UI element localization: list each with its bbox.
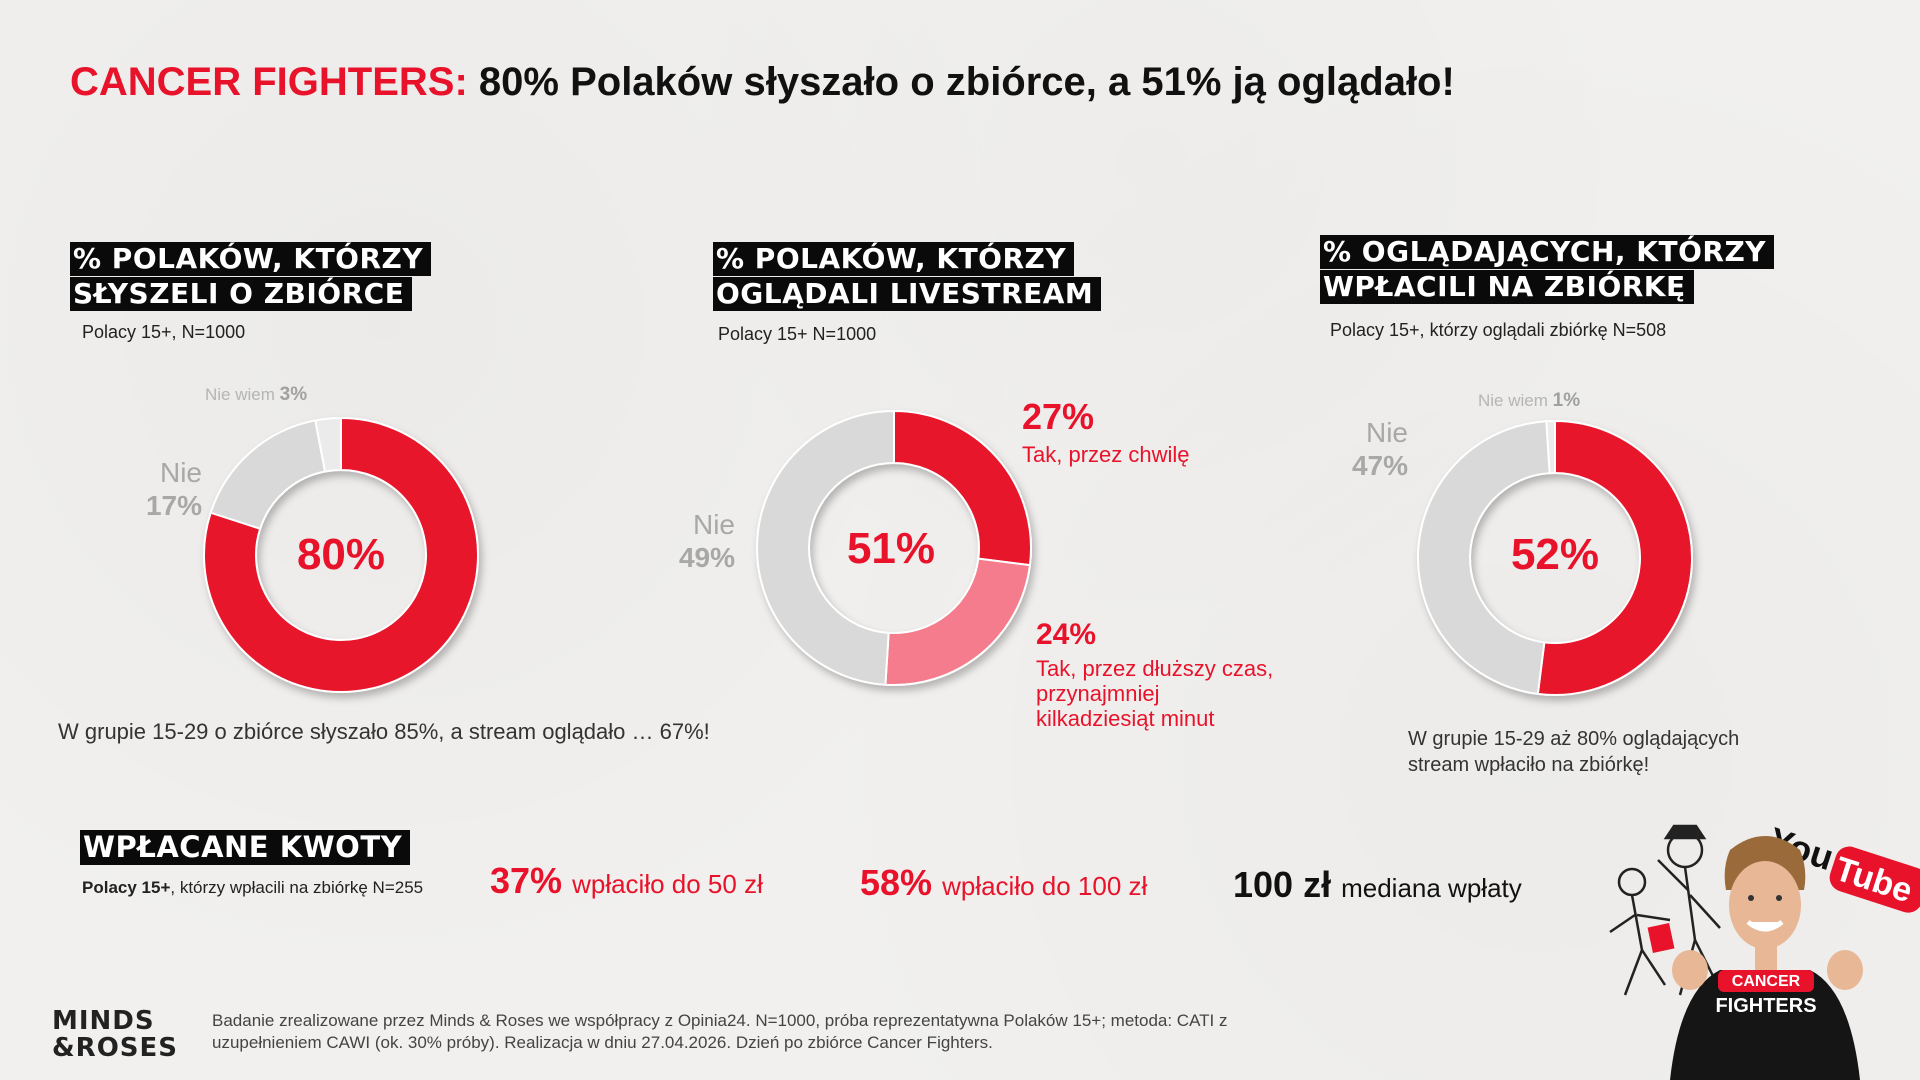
chart2-heading: % POLAKÓW, KTÓRZY OGLĄDALI LIVESTREAM [713, 241, 1133, 311]
chart2-subtitle: Polacy 15+ N=1000 [718, 324, 877, 344]
donut-slice [1417, 420, 1551, 696]
chart3-heading: % OGLĄDAJĄCYCH, KTÓRZY WPŁACILI NA ZBIÓR… [1320, 234, 1780, 304]
donut-slice [203, 416, 479, 693]
chart1-center-value: 80% [296, 530, 386, 579]
chart3-subtitle: Polacy 15+, którzy oglądali zbiórkę N=50… [1330, 320, 1667, 340]
person-photo [1670, 836, 1863, 1080]
chart3-note: W grupie 15-29 aż 80% oglądających strea… [1408, 728, 1740, 776]
donut-slice [1545, 419, 1556, 475]
doodle-red-box [1647, 922, 1675, 954]
chart3-center-value: 52% [1510, 530, 1600, 579]
page-title: CANCER FIGHTERS: 80% Polaków słyszało o … [70, 60, 1455, 105]
chart2-label-b-pct: 24% [1036, 618, 1097, 651]
stick-figures-doodle [1609, 824, 1722, 996]
donut-slice [884, 557, 1032, 686]
footer-methodology: Badanie zrealizowane przez Minds & Roses… [212, 1011, 1228, 1052]
chart2-donut [756, 409, 1032, 686]
donut-slice [314, 416, 342, 473]
amount-stat-1: 37% wpłaciło do 50 zł [490, 860, 763, 901]
donut-slice [893, 409, 1032, 567]
shirt-logo: CANCER FIGHTERS [1715, 970, 1817, 1017]
svg-text:FIGHTERS: FIGHTERS [1715, 995, 1816, 1017]
title-brand: CANCER FIGHTERS: [70, 60, 468, 104]
chart3-label-no: Nie 47% [1351, 417, 1408, 481]
amounts-heading: WPŁACANE KWOTY [80, 830, 411, 865]
minds-roses-logo: MINDS &ROSES [52, 1006, 179, 1063]
amounts-subtitle: Polacy 15+, którzy wpłacili na zbiórkę N… [82, 878, 424, 897]
chart1-donut [203, 416, 479, 693]
chart2-label-a-text: Tak, przez chwilę [1022, 442, 1190, 467]
chart2-label-b-text: Tak, przez dłuższy czas, przynajmniej ki… [1036, 656, 1274, 731]
donut-slice [209, 419, 327, 530]
chart1-label-no: Nie 17% [145, 457, 202, 521]
amount-stat-2: 58% wpłaciło do 100 zł [860, 862, 1148, 903]
chart1-note: W grupie 15-29 o zbiórce słyszało 85%, a… [58, 719, 710, 744]
svg-text:CANCER: CANCER [1732, 973, 1801, 990]
chart3-donut [1417, 419, 1693, 696]
chart1-heading: % POLAKÓW, KTÓRZY SŁYSZELI O ZBIÓRCE [70, 241, 490, 311]
donut-slice [756, 409, 895, 686]
chart2-label-no: Nie 49% [678, 509, 735, 573]
chart2-center-value: 51% [846, 524, 936, 573]
title-text: 80% Polaków słyszało o zbiórce, a 51% ją… [478, 60, 1455, 104]
amount-stat-median: 100 zł mediana wpłaty [1233, 864, 1522, 905]
donut-slice [1536, 419, 1693, 696]
chart3-label-dontknow: Nie wiem 1% [1478, 390, 1581, 411]
chart1-label-dontknow: Nie wiem 3% [205, 384, 308, 405]
chart2-label-a-pct: 27% [1022, 396, 1095, 437]
illustration: You Tube CANCER FIGHTERS [1609, 819, 1920, 1080]
chart1-subtitle: Polacy 15+, N=1000 [82, 322, 246, 342]
